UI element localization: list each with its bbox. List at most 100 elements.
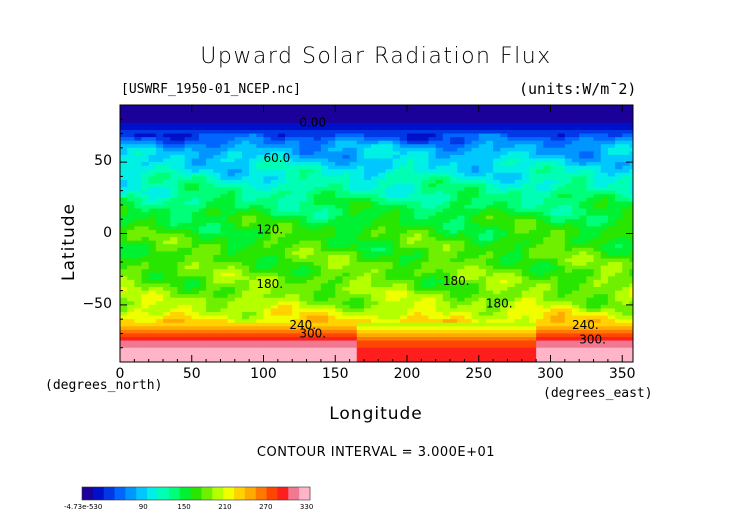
heatmap-cell: [579, 169, 587, 174]
heatmap-cell: [564, 279, 573, 285]
heatmap-cell: [206, 190, 214, 195]
heatmap-cell: [607, 151, 616, 156]
heatmap-cell: [536, 254, 544, 260]
heatmap-cell: [507, 237, 516, 242]
heatmap-cell: [629, 326, 633, 331]
heatmap-cell: [528, 283, 537, 288]
heatmap-cell: [435, 212, 444, 217]
heatmap-cell: [450, 129, 458, 135]
heatmap-cell: [170, 347, 178, 352]
heatmap-cell: [213, 347, 222, 352]
heatmap-cell: [493, 244, 501, 249]
heatmap-cell: [557, 219, 566, 224]
heatmap-cell: [615, 201, 623, 206]
heatmap-cell: [335, 162, 344, 167]
heatmap-cell: [241, 212, 250, 217]
heatmap-cell: [615, 337, 623, 342]
heatmap-cell: [191, 194, 200, 199]
heatmap-cell: [564, 162, 573, 167]
heatmap-cell: [385, 147, 394, 153]
heatmap-cell: [514, 119, 523, 124]
heatmap-cell: [450, 287, 458, 292]
heatmap-cell: [335, 154, 344, 160]
heatmap-cell: [234, 258, 243, 263]
heatmap-cell: [557, 144, 566, 149]
heatmap-cell: [378, 269, 387, 274]
heatmap-cell: [299, 258, 308, 263]
heatmap-cell: [256, 154, 265, 160]
heatmap-cell: [485, 119, 494, 124]
heatmap-cell: [550, 158, 559, 163]
heatmap-cell: [622, 301, 631, 306]
heatmap-cell: [220, 262, 229, 267]
heatmap-cell: [285, 294, 293, 299]
heatmap-cell: [521, 237, 530, 242]
heatmap-cell: [586, 204, 595, 210]
heatmap-cell: [270, 144, 279, 149]
heatmap-cell: [378, 129, 387, 135]
heatmap-cell: [306, 251, 315, 256]
heatmap-cell: [378, 344, 387, 349]
heatmap-cell: [464, 329, 473, 335]
heatmap-cell: [184, 215, 193, 220]
heatmap-cell: [550, 272, 559, 277]
heatmap-cell: [155, 294, 164, 299]
heatmap-cell: [622, 322, 631, 327]
heatmap-cell: [378, 329, 387, 335]
heatmap-cell: [428, 308, 437, 313]
heatmap-cell: [191, 315, 200, 320]
heatmap-cell: [493, 319, 501, 324]
heatmap-cell: [385, 112, 394, 117]
heatmap-cell: [234, 240, 243, 245]
heatmap-cell: [249, 140, 257, 145]
heatmap-cell: [543, 347, 552, 352]
heatmap-cell: [299, 276, 308, 281]
heatmap-cell: [249, 283, 257, 288]
heatmap-cell: [478, 329, 487, 335]
heatmap-cell: [543, 272, 552, 277]
heatmap-cell: [184, 290, 193, 295]
heatmap-cell: [557, 347, 566, 352]
heatmap-cell: [220, 240, 229, 245]
heatmap-cell: [163, 115, 171, 120]
heatmap-cell: [328, 126, 336, 131]
heatmap-cell: [141, 319, 150, 324]
heatmap-cell: [213, 326, 222, 331]
heatmap-cell: [191, 122, 200, 128]
heatmap-cell: [220, 183, 229, 188]
heatmap-cell: [536, 308, 544, 313]
heatmap-cell: [500, 108, 509, 113]
heatmap-cell: [485, 179, 494, 185]
heatmap-cell: [163, 204, 171, 210]
heatmap-cell: [227, 326, 236, 331]
heatmap-cell: [478, 308, 487, 313]
heatmap-cell: [277, 147, 286, 153]
heatmap-cell: [335, 272, 344, 277]
heatmap-cell: [450, 212, 458, 217]
heatmap-cell: [521, 251, 530, 256]
heatmap-cell: [292, 297, 300, 302]
heatmap-cell: [414, 240, 422, 245]
heatmap-cell: [313, 283, 322, 288]
heatmap-cell: [607, 208, 616, 213]
heatmap-cell: [306, 129, 315, 135]
heatmap-cell: [378, 247, 387, 252]
heatmap-cell: [399, 244, 408, 249]
heatmap-cell: [428, 154, 437, 160]
heatmap-cell: [435, 254, 444, 260]
heatmap-cell: [593, 144, 602, 149]
heatmap-cell: [622, 105, 631, 110]
heatmap-cell: [421, 244, 430, 249]
heatmap-cell: [363, 194, 372, 199]
heatmap-cell: [521, 169, 530, 174]
heatmap-cell: [607, 229, 616, 235]
heatmap-cell: [342, 115, 351, 120]
heatmap-cell: [442, 304, 451, 310]
heatmap-cell: [586, 297, 595, 302]
heatmap-cell: [184, 108, 193, 113]
heatmap-cell: [471, 244, 480, 249]
heatmap-cell: [572, 262, 580, 267]
heatmap-cell: [607, 279, 616, 285]
heatmap-cell: [141, 312, 150, 317]
heatmap-cell: [213, 351, 222, 356]
